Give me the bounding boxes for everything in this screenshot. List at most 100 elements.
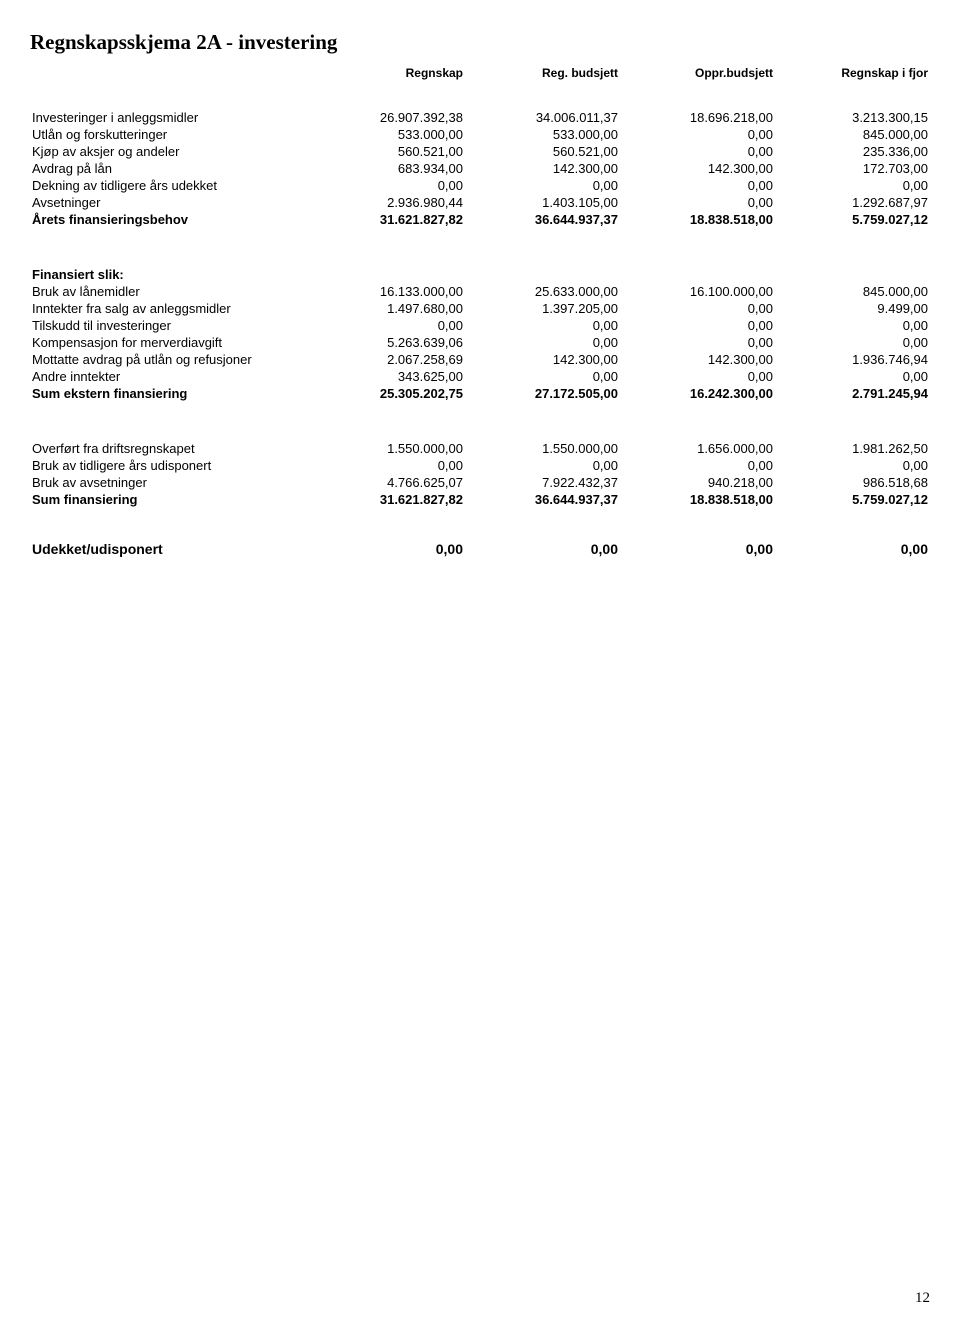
row-c1: 0,00 <box>310 457 465 474</box>
row-c1: 5.263.639,06 <box>310 334 465 351</box>
udekket-label: Udekket/udisponert <box>30 540 310 558</box>
row-c3: 940.218,00 <box>620 474 775 491</box>
row-c2: 36.644.937,37 <box>465 491 620 508</box>
row-c1: 1.550.000,00 <box>310 440 465 457</box>
row-c4: 2.791.245,94 <box>775 385 930 402</box>
row-c3: 18.838.518,00 <box>620 211 775 228</box>
row-c3: 0,00 <box>620 194 775 211</box>
row-c4: 1.936.746,94 <box>775 351 930 368</box>
row-label: Sum finansiering <box>30 491 310 508</box>
row-c1: 2.936.980,44 <box>310 194 465 211</box>
row-label: Bruk av lånemidler <box>30 283 310 300</box>
row-c4: 0,00 <box>775 334 930 351</box>
row-c3: 0,00 <box>620 317 775 334</box>
row-c1: 4.766.625,07 <box>310 474 465 491</box>
row-c2: 36.644.937,37 <box>465 211 620 228</box>
row-c4: 0,00 <box>775 177 930 194</box>
page-number: 12 <box>915 1290 930 1307</box>
row-c3: 18.696.218,00 <box>620 109 775 126</box>
row-c2: 34.006.011,37 <box>465 109 620 126</box>
row-c2: 560.521,00 <box>465 143 620 160</box>
row-c1: 0,00 <box>310 177 465 194</box>
header-col1: Regnskap <box>310 65 465 81</box>
row-c3: 0,00 <box>620 334 775 351</box>
row-c3: 16.242.300,00 <box>620 385 775 402</box>
row-label: Inntekter fra salg av anleggsmidler <box>30 300 310 317</box>
row-c3: 142.300,00 <box>620 160 775 177</box>
row-c2: 533.000,00 <box>465 126 620 143</box>
section-title: Finansiert slik: <box>30 266 930 283</box>
row-c4: 172.703,00 <box>775 160 930 177</box>
row-c3: 0,00 <box>620 457 775 474</box>
header-col3: Oppr.budsjett <box>620 65 775 81</box>
header-blank <box>30 65 310 81</box>
row-c3: 142.300,00 <box>620 351 775 368</box>
header-col4: Regnskap i fjor <box>775 65 930 81</box>
row-c2: 0,00 <box>465 317 620 334</box>
row-label: Kjøp av aksjer og andeler <box>30 143 310 160</box>
row-c4: 9.499,00 <box>775 300 930 317</box>
row-c2: 1.550.000,00 <box>465 440 620 457</box>
row-c2: 0,00 <box>465 457 620 474</box>
row-c1: 2.067.258,69 <box>310 351 465 368</box>
udekket-c1: 0,00 <box>310 540 465 558</box>
row-label: Tilskudd til investeringer <box>30 317 310 334</box>
row-c1: 25.305.202,75 <box>310 385 465 402</box>
row-c2: 27.172.505,00 <box>465 385 620 402</box>
row-c4: 0,00 <box>775 457 930 474</box>
main-table: RegnskapReg. budsjettOppr.budsjettRegnsk… <box>30 65 930 558</box>
row-c2: 0,00 <box>465 334 620 351</box>
row-c1: 16.133.000,00 <box>310 283 465 300</box>
row-c2: 1.403.105,00 <box>465 194 620 211</box>
row-label: Avsetninger <box>30 194 310 211</box>
row-label: Årets finansieringsbehov <box>30 211 310 228</box>
row-c2: 142.300,00 <box>465 351 620 368</box>
row-c3: 1.656.000,00 <box>620 440 775 457</box>
row-c1: 1.497.680,00 <box>310 300 465 317</box>
udekket-c3: 0,00 <box>620 540 775 558</box>
udekket-c4: 0,00 <box>775 540 930 558</box>
row-c2: 0,00 <box>465 177 620 194</box>
row-c4: 3.213.300,15 <box>775 109 930 126</box>
row-c4: 845.000,00 <box>775 126 930 143</box>
row-c4: 5.759.027,12 <box>775 491 930 508</box>
row-c3: 0,00 <box>620 300 775 317</box>
row-c4: 1.292.687,97 <box>775 194 930 211</box>
row-c4: 845.000,00 <box>775 283 930 300</box>
row-c1: 31.621.827,82 <box>310 211 465 228</box>
row-c2: 25.633.000,00 <box>465 283 620 300</box>
row-label: Bruk av tidligere års udisponert <box>30 457 310 474</box>
row-c3: 0,00 <box>620 126 775 143</box>
row-c4: 5.759.027,12 <box>775 211 930 228</box>
row-c3: 0,00 <box>620 143 775 160</box>
row-c1: 533.000,00 <box>310 126 465 143</box>
row-c2: 7.922.432,37 <box>465 474 620 491</box>
row-c1: 683.934,00 <box>310 160 465 177</box>
row-c1: 0,00 <box>310 317 465 334</box>
row-label: Sum ekstern finansiering <box>30 385 310 402</box>
row-c4: 1.981.262,50 <box>775 440 930 457</box>
row-label: Andre inntekter <box>30 368 310 385</box>
row-label: Kompensasjon for merverdiavgift <box>30 334 310 351</box>
row-c2: 142.300,00 <box>465 160 620 177</box>
row-c2: 1.397.205,00 <box>465 300 620 317</box>
row-c4: 0,00 <box>775 368 930 385</box>
row-c1: 26.907.392,38 <box>310 109 465 126</box>
row-label: Avdrag på lån <box>30 160 310 177</box>
row-c1: 31.621.827,82 <box>310 491 465 508</box>
row-c4: 0,00 <box>775 317 930 334</box>
header-col2: Reg. budsjett <box>465 65 620 81</box>
page-title: Regnskapsskjema 2A - investering <box>30 30 930 55</box>
row-c2: 0,00 <box>465 368 620 385</box>
row-label: Bruk av avsetninger <box>30 474 310 491</box>
row-c3: 0,00 <box>620 177 775 194</box>
row-c4: 235.336,00 <box>775 143 930 160</box>
row-label: Utlån og forskutteringer <box>30 126 310 143</box>
row-label: Dekning av tidligere års udekket <box>30 177 310 194</box>
row-c1: 560.521,00 <box>310 143 465 160</box>
row-c1: 343.625,00 <box>310 368 465 385</box>
row-label: Investeringer i anleggsmidler <box>30 109 310 126</box>
udekket-c2: 0,00 <box>465 540 620 558</box>
row-label: Overført fra driftsregnskapet <box>30 440 310 457</box>
row-c3: 16.100.000,00 <box>620 283 775 300</box>
